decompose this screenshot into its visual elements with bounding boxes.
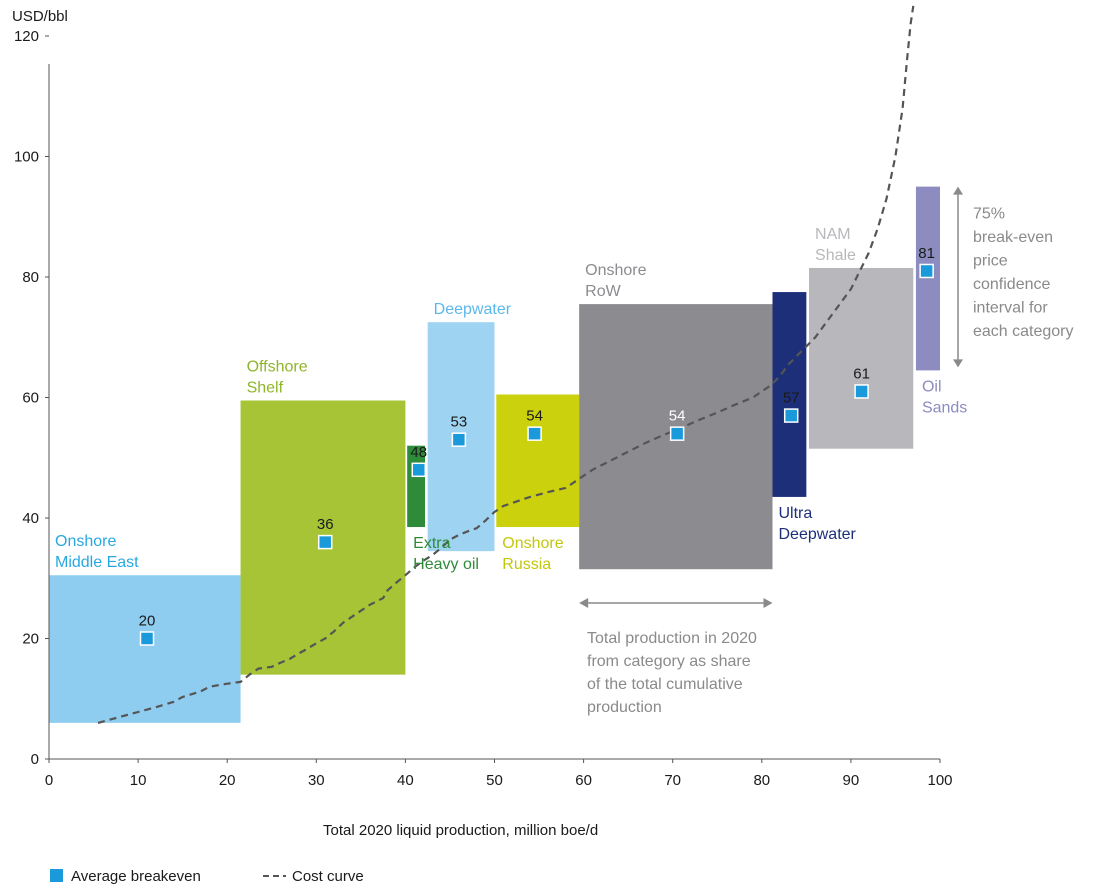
x-tick-label-9: 90 <box>843 772 860 789</box>
y-tick-label-5: 100 <box>14 149 39 166</box>
average-markers: 20 36 48 53 54 54 57 61 81 <box>139 245 935 646</box>
cost-curve-layer <box>97 5 915 724</box>
average-marker-0 <box>139 631 155 646</box>
average-value-label-2: 48 <box>410 444 427 461</box>
annotations: 75% break-even price confidence interval for… <box>579 186 1074 716</box>
average-value-label-7: 61 <box>853 365 870 382</box>
category-bar-6 <box>772 292 807 497</box>
x-tick-label-8: 80 <box>753 772 770 789</box>
x-axis-title: Total 2020 liquid production, million bo… <box>323 822 598 839</box>
range-arrow-head-bottom <box>953 359 963 368</box>
average-value-label-3: 53 <box>451 414 468 431</box>
legend-curve-label: Cost curve <box>292 868 364 885</box>
x-tick-label-3: 30 <box>308 772 325 789</box>
category-label-0: Onshore Middle East <box>55 533 139 571</box>
average-marker-2 <box>411 462 427 478</box>
category-label-5: Onshore RoW <box>585 262 646 300</box>
y-tick-label-0: 0 <box>31 751 39 768</box>
category-label-2: Extra Heavy oil <box>413 535 479 573</box>
average-value-label-4: 54 <box>526 408 543 425</box>
category-bar-8 <box>915 186 940 371</box>
average-value-label-6: 57 <box>783 390 800 407</box>
average-marker-8 <box>919 263 934 279</box>
category-label-3: Deepwater <box>434 301 512 318</box>
y-tick-label-6: 120 <box>14 28 39 45</box>
average-marker-7 <box>854 384 869 399</box>
width-arrow-head-left <box>579 598 589 608</box>
x-tick-label-1: 10 <box>130 772 147 789</box>
average-value-label-5: 54 <box>669 408 686 425</box>
x-tick-label-2: 20 <box>219 772 236 789</box>
category-bar-0 <box>49 575 241 723</box>
category-bars <box>49 186 940 723</box>
average-marker-4 <box>527 426 542 441</box>
category-label-1: Offshore Shelf <box>247 359 308 397</box>
average-value-label-0: 20 <box>139 613 156 630</box>
average-value-label-1: 36 <box>317 516 334 533</box>
legend: Average breakeven Cost curve <box>50 868 364 885</box>
category-label-7: NAM Shale <box>815 226 856 264</box>
category-label-6: Ultra Deepwater <box>778 505 856 543</box>
category-label-4: Onshore Russia <box>502 535 563 573</box>
legend-average-swatch <box>50 869 63 882</box>
y-tick-label-1: 20 <box>22 631 39 648</box>
axes: 0 20 40 60 80 100 120 0 10 20 30 40 50 60 70 80 90 100 <box>14 28 953 789</box>
x-tick-label-4: 40 <box>397 772 414 789</box>
y-tick-label-3: 60 <box>22 390 39 407</box>
category-label-8: Oil Sands <box>922 378 967 416</box>
width-arrow-head-right <box>763 598 773 608</box>
y-tick-label-4: 80 <box>22 269 39 286</box>
y-tick-label-2: 40 <box>22 510 39 527</box>
width-annotation-text: Total production in 2020 from category as… <box>587 630 757 716</box>
average-value-label-8: 81 <box>918 245 935 262</box>
y-axis-title: USD/bbl <box>12 8 68 25</box>
category-bar-4 <box>496 394 580 528</box>
average-marker-6 <box>783 408 799 423</box>
x-tick-label-6: 60 <box>575 772 592 789</box>
category-bar-7 <box>809 267 914 449</box>
range-annotation-text: 75% break-even price confidence interval for… <box>973 206 1074 341</box>
x-tick-label-0: 0 <box>45 772 53 789</box>
legend-average-label: Average breakeven <box>71 868 201 885</box>
range-arrow-head-top <box>953 186 963 195</box>
average-marker-5 <box>669 426 685 441</box>
category-labels: Onshore Middle East Offshore Shelf Extra Heav… <box>55 226 967 573</box>
x-tick-label-5: 50 <box>486 772 503 789</box>
x-tick-label-10: 100 <box>927 772 952 789</box>
cost-curve-line <box>97 5 915 724</box>
average-marker-3 <box>451 432 467 447</box>
x-tick-label-7: 70 <box>664 772 681 789</box>
average-marker-1 <box>317 534 333 550</box>
